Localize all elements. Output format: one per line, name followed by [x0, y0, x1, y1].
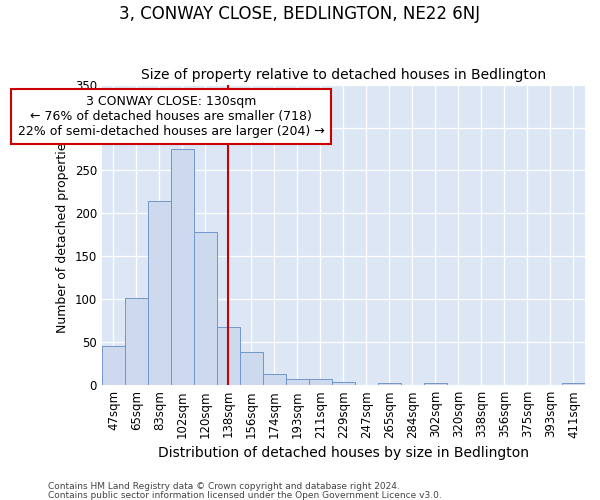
Bar — [378, 384, 401, 385]
Bar — [562, 382, 585, 385]
Text: 3 CONWAY CLOSE: 130sqm
← 76% of detached houses are smaller (718)
22% of semi-de: 3 CONWAY CLOSE: 130sqm ← 76% of detached… — [17, 95, 325, 138]
Bar — [102, 346, 125, 385]
Text: Contains HM Land Registry data © Crown copyright and database right 2024.: Contains HM Land Registry data © Crown c… — [48, 482, 400, 491]
Bar — [424, 382, 447, 385]
Bar — [240, 352, 263, 385]
Bar — [332, 382, 355, 385]
Text: 3, CONWAY CLOSE, BEDLINGTON, NE22 6NJ: 3, CONWAY CLOSE, BEDLINGTON, NE22 6NJ — [119, 5, 481, 23]
X-axis label: Distribution of detached houses by size in Bedlington: Distribution of detached houses by size … — [158, 446, 529, 460]
Y-axis label: Number of detached properties: Number of detached properties — [56, 136, 69, 334]
Bar — [309, 379, 332, 385]
Bar — [148, 200, 171, 385]
Bar — [263, 374, 286, 385]
Bar — [217, 327, 240, 385]
Bar — [171, 149, 194, 385]
Bar — [194, 232, 217, 385]
Text: Contains public sector information licensed under the Open Government Licence v3: Contains public sector information licen… — [48, 490, 442, 500]
Bar — [125, 298, 148, 385]
Title: Size of property relative to detached houses in Bedlington: Size of property relative to detached ho… — [141, 68, 546, 82]
Bar — [286, 379, 309, 385]
